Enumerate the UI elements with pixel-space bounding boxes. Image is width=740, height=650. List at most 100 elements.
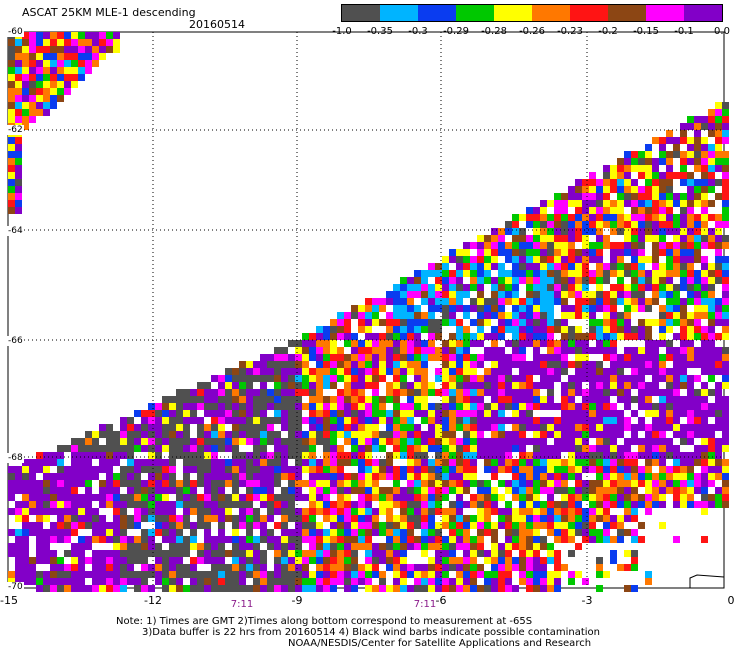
data-pixel [680, 333, 687, 340]
data-pixel [239, 431, 246, 438]
data-pixel [694, 242, 701, 249]
data-pixel [414, 494, 421, 501]
data-pixel [15, 137, 22, 144]
data-pixel [127, 452, 134, 459]
data-pixel [722, 214, 729, 221]
data-pixel [386, 557, 393, 564]
data-pixel [407, 333, 414, 340]
data-pixel [582, 389, 589, 396]
data-pixel [491, 445, 498, 452]
data-pixel [498, 235, 505, 242]
data-pixel [540, 543, 547, 550]
data-pixel [687, 144, 694, 151]
data-pixel [561, 235, 568, 242]
data-pixel [554, 557, 561, 564]
data-pixel [351, 501, 358, 508]
data-pixel [666, 403, 673, 410]
data-pixel [589, 305, 596, 312]
data-pixel [575, 515, 582, 522]
data-pixel [288, 382, 295, 389]
data-pixel [288, 389, 295, 396]
data-pixel [624, 473, 631, 480]
data-pixel [701, 410, 708, 417]
data-pixel [106, 564, 113, 571]
data-pixel [323, 410, 330, 417]
data-pixel [596, 263, 603, 270]
data-pixel [694, 270, 701, 277]
data-pixel [232, 466, 239, 473]
data-pixel [400, 501, 407, 508]
data-pixel [407, 277, 414, 284]
data-pixel [225, 403, 232, 410]
data-pixel [246, 508, 253, 515]
data-pixel [596, 585, 603, 592]
data-pixel [15, 529, 22, 536]
data-pixel [631, 333, 638, 340]
data-pixel [512, 487, 519, 494]
data-pixel [365, 529, 372, 536]
data-pixel [554, 417, 561, 424]
data-pixel [351, 347, 358, 354]
data-pixel [701, 214, 708, 221]
data-pixel [491, 438, 498, 445]
data-pixel [211, 375, 218, 382]
data-pixel [449, 375, 456, 382]
data-pixel [302, 382, 309, 389]
data-pixel [568, 312, 575, 319]
data-pixel [372, 466, 379, 473]
data-pixel [365, 382, 372, 389]
data-pixel [358, 508, 365, 515]
data-pixel [582, 452, 589, 459]
data-pixel [379, 494, 386, 501]
data-pixel [470, 333, 477, 340]
data-pixel [694, 151, 701, 158]
data-pixel [526, 291, 533, 298]
data-pixel [351, 543, 358, 550]
data-pixel [239, 466, 246, 473]
data-pixel [673, 228, 680, 235]
data-pixel [603, 319, 610, 326]
data-pixel [652, 375, 659, 382]
data-pixel [708, 445, 715, 452]
data-pixel [582, 249, 589, 256]
data-pixel [295, 438, 302, 445]
data-pixel [281, 410, 288, 417]
data-pixel [274, 459, 281, 466]
data-pixel [15, 571, 22, 578]
data-pixel [344, 529, 351, 536]
data-pixel [701, 207, 708, 214]
data-pixel [302, 340, 309, 347]
data-pixel [470, 480, 477, 487]
note-line-3: NOAA/NESDIS/Center for Satellite Applica… [288, 638, 592, 649]
data-pixel [15, 186, 22, 193]
data-pixel [99, 445, 106, 452]
data-pixel [162, 473, 169, 480]
data-pixel [351, 445, 358, 452]
data-pixel [148, 585, 155, 592]
data-pixel [568, 410, 575, 417]
data-pixel [631, 242, 638, 249]
data-pixel [449, 291, 456, 298]
data-pixel [652, 347, 659, 354]
data-pixel [274, 543, 281, 550]
data-pixel [99, 536, 106, 543]
data-pixel [498, 333, 505, 340]
data-pixel [288, 494, 295, 501]
data-pixel [316, 403, 323, 410]
data-pixel [442, 396, 449, 403]
data-pixel [631, 200, 638, 207]
data-pixel [323, 445, 330, 452]
data-pixel [57, 564, 64, 571]
data-pixel [498, 249, 505, 256]
data-pixel [204, 515, 211, 522]
data-pixel [680, 326, 687, 333]
data-pixel [85, 522, 92, 529]
data-pixel [155, 480, 162, 487]
data-pixel [120, 445, 127, 452]
data-pixel [554, 571, 561, 578]
data-pixel [701, 235, 708, 242]
data-pixel [484, 298, 491, 305]
data-pixel [127, 557, 134, 564]
data-pixel [624, 228, 631, 235]
data-pixel [575, 305, 582, 312]
